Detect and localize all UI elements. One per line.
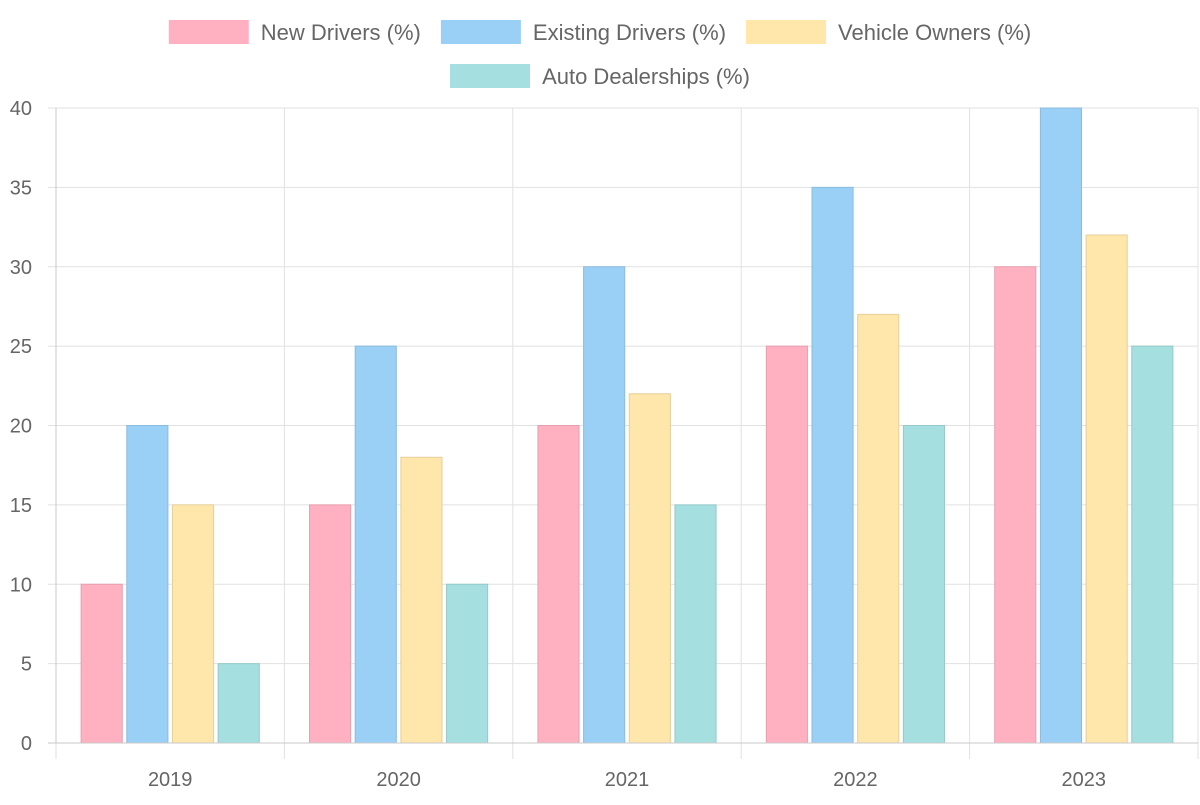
bar-auto-dealerships-2019 bbox=[217, 663, 260, 744]
bar-vehicle-owners-2019 bbox=[171, 504, 215, 744]
bar-existing-drivers-2019 bbox=[126, 425, 169, 744]
bar-new-drivers-2022 bbox=[765, 345, 808, 744]
bar-new-drivers-2021 bbox=[537, 425, 580, 744]
legend-label: New Drivers (%) bbox=[261, 20, 421, 45]
bar-new-drivers-2023 bbox=[994, 266, 1037, 744]
bar-existing-drivers-2023 bbox=[1039, 107, 1083, 744]
y-tick-label: 40 bbox=[10, 98, 32, 120]
legend-swatch bbox=[746, 20, 827, 44]
bar-existing-drivers-2021 bbox=[583, 266, 626, 744]
bar-auto-dealerships-2023 bbox=[1131, 345, 1174, 744]
bar-new-drivers-2020 bbox=[309, 504, 352, 744]
y-tick-label: 15 bbox=[10, 495, 32, 517]
y-tick-label: 30 bbox=[10, 257, 32, 279]
x-tick-label: 2022 bbox=[833, 769, 878, 791]
legend-item-auto-dealerships[interactable]: Auto Dealerships (%) bbox=[450, 64, 750, 89]
x-tick-label: 2023 bbox=[1062, 769, 1107, 791]
legend-item-vehicle-owners[interactable]: Vehicle Owners (%) bbox=[746, 20, 1031, 45]
bar-vehicle-owners-2023 bbox=[1085, 234, 1128, 744]
legend-label: Auto Dealerships (%) bbox=[542, 64, 750, 89]
bar-existing-drivers-2022 bbox=[811, 186, 854, 744]
bar-auto-dealerships-2021 bbox=[674, 504, 717, 744]
bar-auto-dealerships-2022 bbox=[902, 425, 945, 744]
x-tick-label: 2021 bbox=[605, 769, 650, 791]
y-tick-label: 10 bbox=[10, 574, 32, 596]
bar-vehicle-owners-2021 bbox=[628, 393, 671, 744]
bars bbox=[80, 107, 1174, 744]
axes: 0 5 10 15 20 25 30 35 40 2019 2020 2021 2022 2023 bbox=[10, 98, 1198, 791]
y-tick-label: 25 bbox=[10, 336, 32, 358]
legend-item-new-drivers[interactable]: New Drivers (%) bbox=[168, 20, 421, 45]
x-tick-label: 2019 bbox=[148, 769, 193, 791]
bar-vehicle-owners-2022 bbox=[857, 313, 900, 744]
legend-swatch bbox=[168, 20, 249, 44]
legend-label: Existing Drivers (%) bbox=[533, 20, 726, 45]
y-tick-label: 20 bbox=[10, 416, 32, 438]
y-tick-label: 0 bbox=[21, 733, 32, 755]
legend-item-existing-drivers[interactable]: Existing Drivers (%) bbox=[440, 20, 726, 45]
legend: New Drivers (%) Existing Drivers (%) Vehic… bbox=[168, 20, 1031, 89]
bar-new-drivers-2019 bbox=[80, 583, 123, 744]
x-tick-label: 2020 bbox=[376, 769, 421, 791]
legend-swatch bbox=[450, 64, 531, 88]
legend-label: Vehicle Owners (%) bbox=[838, 20, 1031, 45]
y-tick-label: 35 bbox=[10, 177, 32, 199]
legend-swatch bbox=[440, 20, 521, 44]
y-tick-label: 5 bbox=[21, 654, 32, 676]
bar-existing-drivers-2020 bbox=[354, 345, 397, 744]
bar-vehicle-owners-2020 bbox=[400, 456, 443, 744]
bar-auto-dealerships-2020 bbox=[446, 583, 489, 744]
